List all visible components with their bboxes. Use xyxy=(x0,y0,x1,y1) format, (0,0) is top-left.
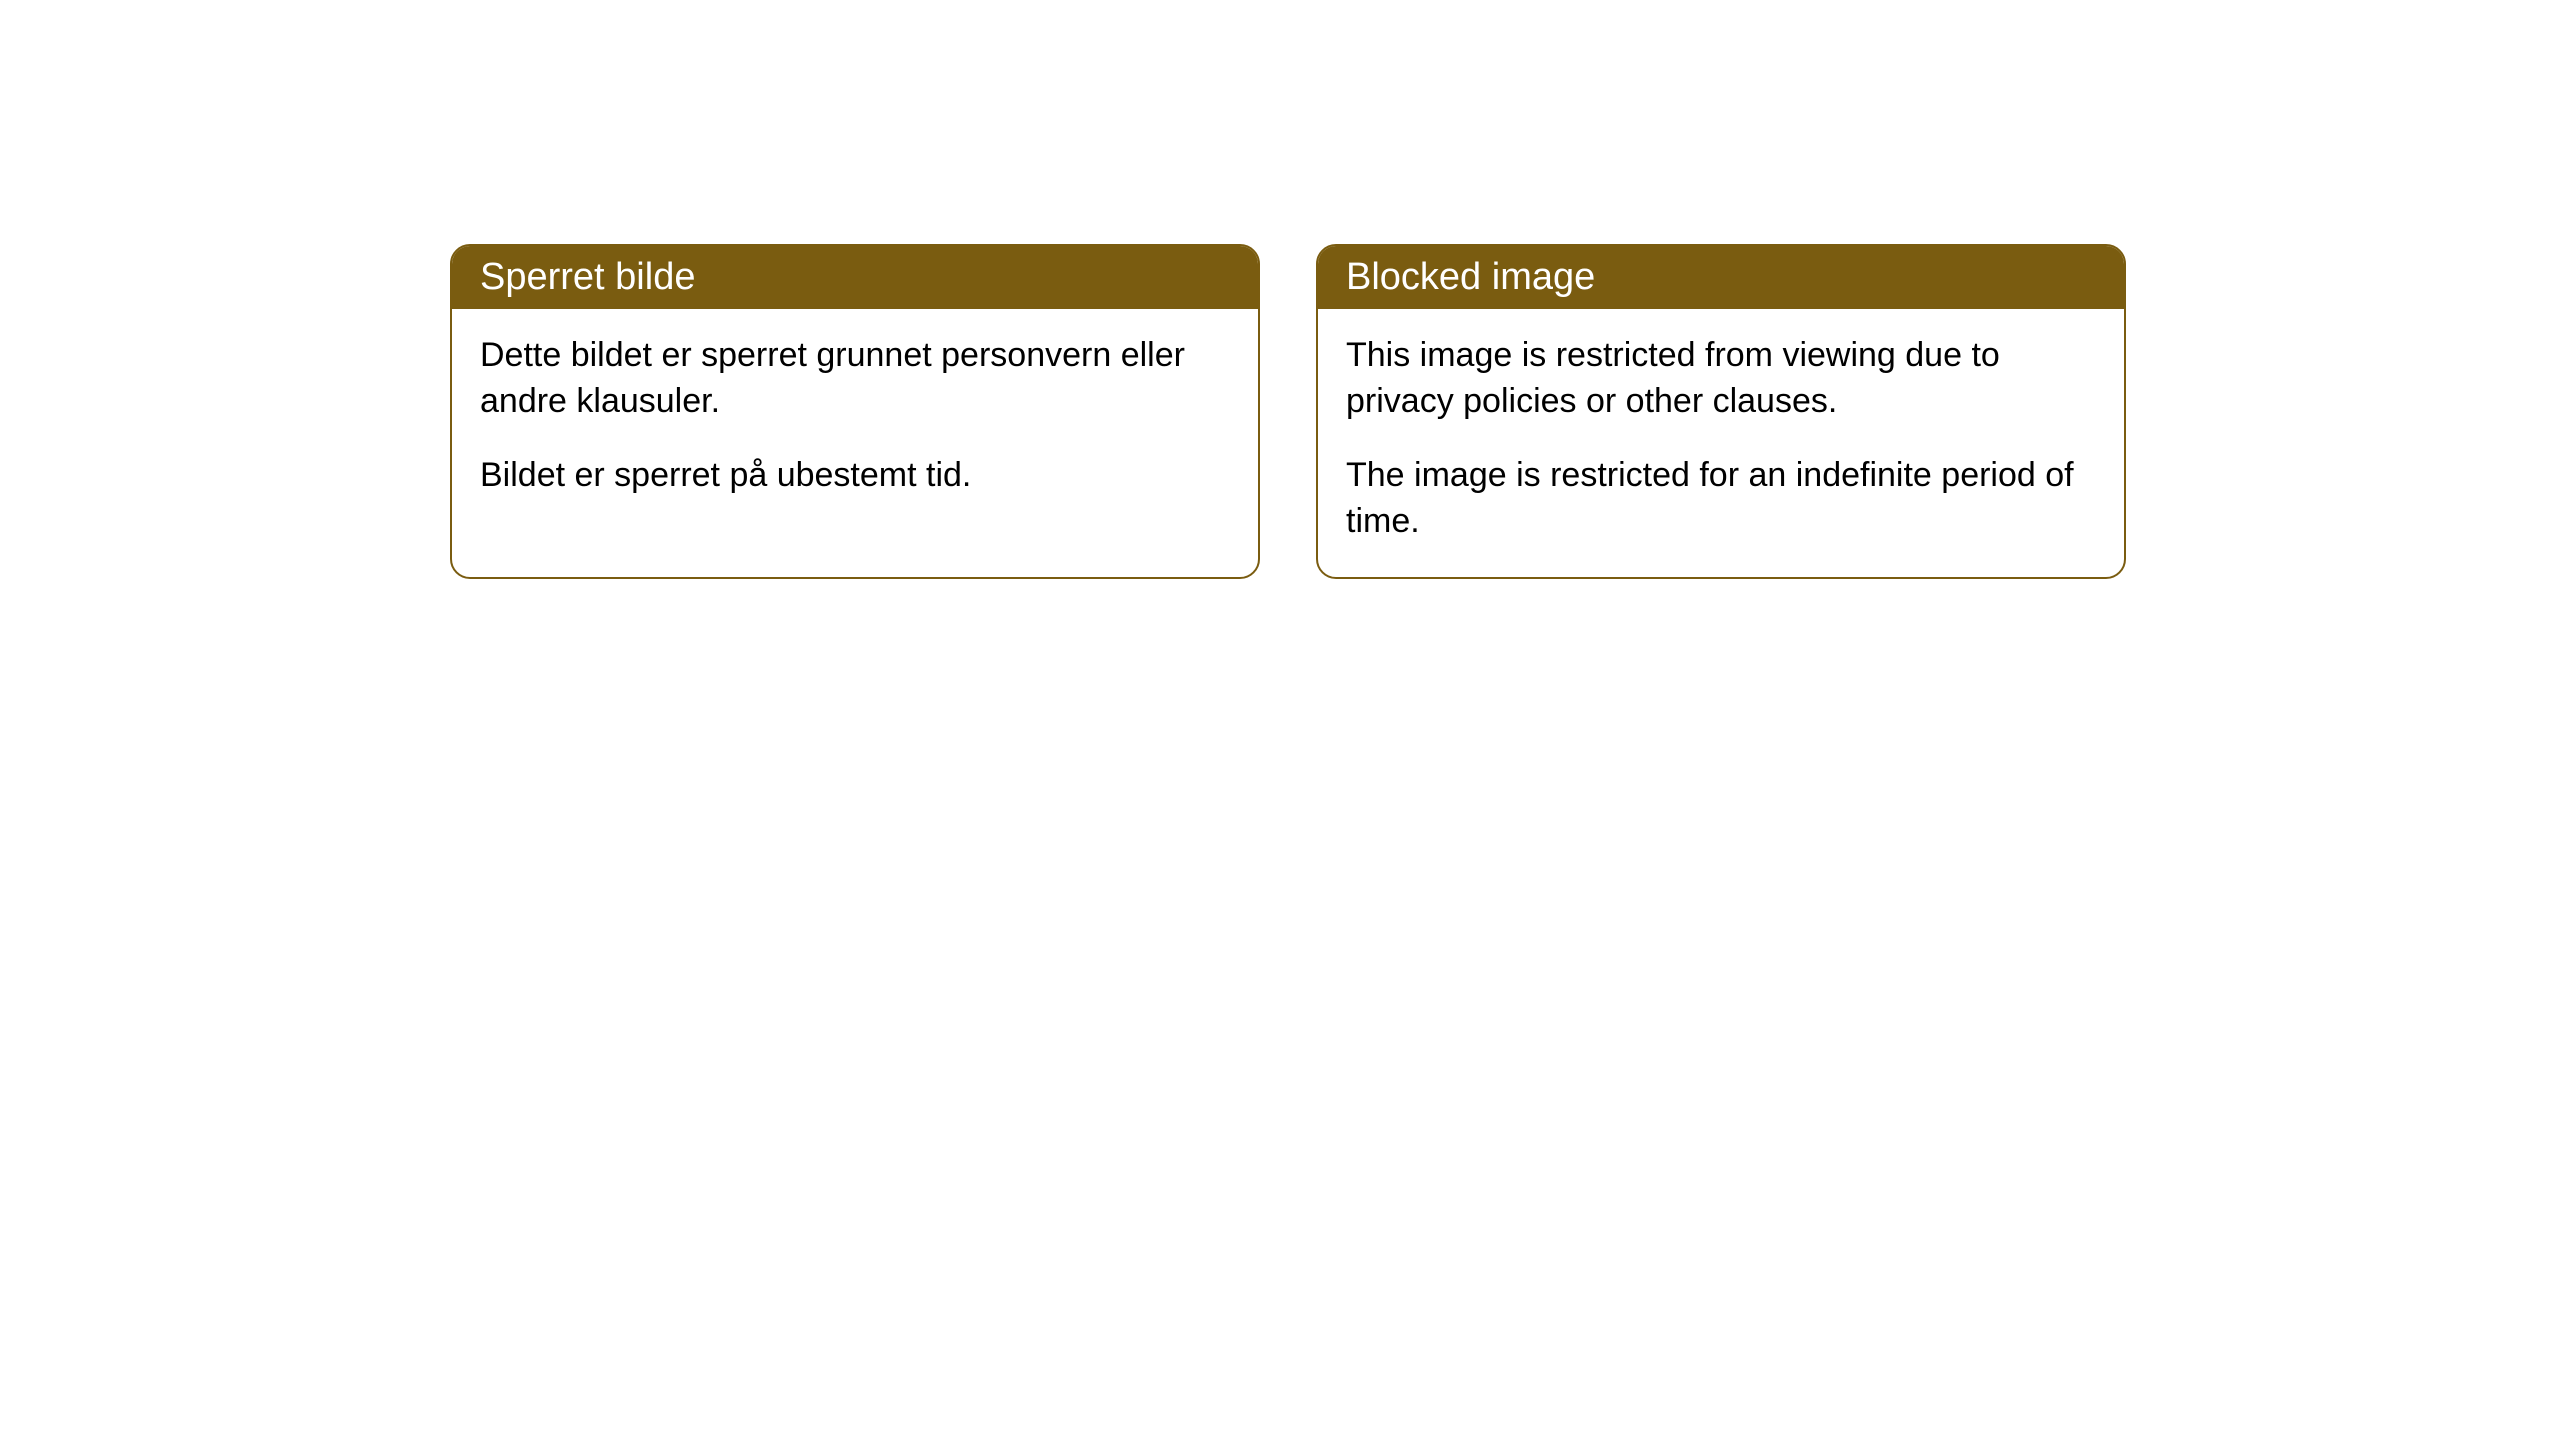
blocked-image-card-norwegian: Sperret bilde Dette bildet er sperret gr… xyxy=(450,244,1260,579)
cards-container: Sperret bilde Dette bildet er sperret gr… xyxy=(0,0,2560,579)
card-body: This image is restricted from viewing du… xyxy=(1318,309,2124,577)
card-paragraph: This image is restricted from viewing du… xyxy=(1346,333,2096,425)
card-paragraph: Bildet er sperret på ubestemt tid. xyxy=(480,453,1230,499)
blocked-image-card-english: Blocked image This image is restricted f… xyxy=(1316,244,2126,579)
card-header: Blocked image xyxy=(1318,246,2124,309)
card-paragraph: Dette bildet er sperret grunnet personve… xyxy=(480,333,1230,425)
card-body: Dette bildet er sperret grunnet personve… xyxy=(452,309,1258,531)
card-header: Sperret bilde xyxy=(452,246,1258,309)
card-paragraph: The image is restricted for an indefinit… xyxy=(1346,453,2096,545)
